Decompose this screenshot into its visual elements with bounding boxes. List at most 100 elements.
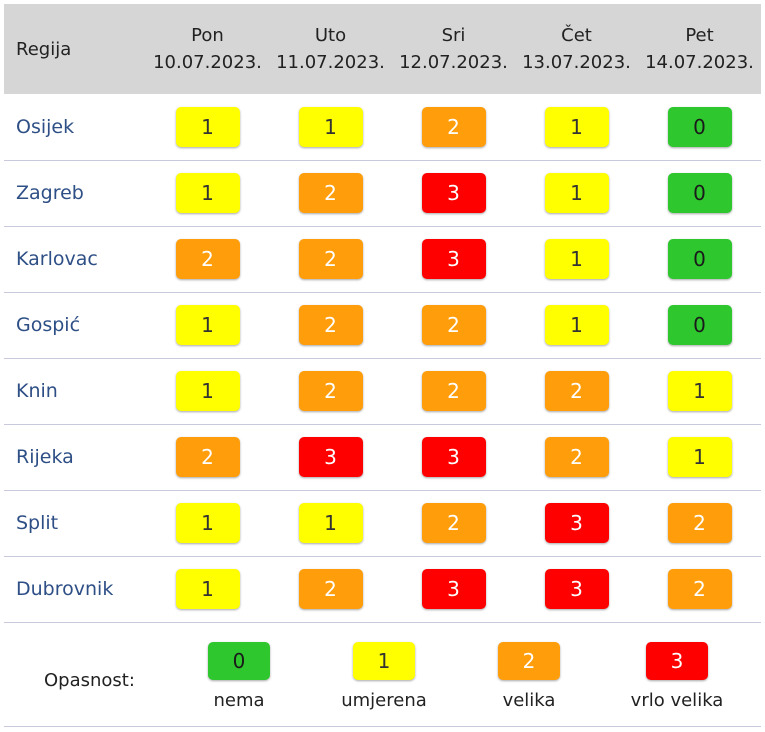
day-column-header: Pet 14.07.2023. (638, 4, 761, 94)
day-name: Sri (441, 25, 466, 46)
region-name: Rijeka (16, 446, 74, 468)
forecast-cell: 1 (269, 94, 392, 160)
forecast-cell: 2 (146, 424, 269, 490)
danger-level-badge: 2 (667, 503, 732, 543)
danger-level-badge: 2 (298, 371, 363, 411)
region-column-header: Regija (16, 38, 72, 60)
danger-level-badge: 1 (298, 106, 363, 147)
region-name: Dubrovnik (16, 578, 114, 600)
table-row: Osijek 1 1 2 1 0 (4, 94, 761, 160)
region-name: Osijek (16, 115, 75, 138)
danger-level-badge: 1 (544, 305, 609, 345)
forecast-cell: 1 (146, 160, 269, 226)
legend-label: velika (502, 690, 556, 711)
forecast-cell: 1 (269, 490, 392, 556)
danger-level-badge: 2 (298, 239, 363, 279)
forecast-cell: 3 (392, 556, 515, 622)
forecast-cell: 2 (392, 94, 515, 160)
day-name: Uto (314, 25, 347, 46)
forecast-cell: 2 (515, 358, 638, 424)
legend-label: vrlo velika (630, 690, 724, 711)
forecast-cell: 1 (515, 160, 638, 226)
forecast-cell: 1 (146, 490, 269, 556)
danger-level-badge: 1 (175, 569, 240, 609)
day-name: Pon (191, 25, 224, 46)
forecast-cell: 2 (269, 358, 392, 424)
danger-level-badge: 0 (667, 239, 732, 279)
legend-item-moderate: 1 umjerena (319, 642, 449, 711)
forecast-cell: 0 (638, 226, 761, 292)
table-row: Gospić 1 2 2 1 0 (4, 292, 761, 358)
forecast-cell: 2 (146, 226, 269, 292)
day-date: 10.07.2023. (153, 52, 262, 73)
table-row: Karlovac 2 2 3 1 0 (4, 226, 761, 292)
forecast-cell: 1 (146, 556, 269, 622)
forecast-cell: 1 (146, 292, 269, 358)
danger-level-badge: 3 (421, 437, 486, 477)
danger-level-badge: 3 (298, 437, 363, 477)
legend-badge: 1 (353, 642, 415, 680)
table-row: Zagreb 1 2 3 1 0 (4, 160, 761, 226)
table-row: Knin 1 2 2 2 1 (4, 358, 761, 424)
region-name: Zagreb (16, 182, 84, 204)
table-header-row: Regija Pon 10.07.2023. Uto 11.07.2023. S… (4, 4, 761, 94)
table-body: Osijek 1 1 2 1 0 Zagreb 1 2 3 1 0 Karlovac 2 2 3 1 0 Gospi… (4, 94, 761, 622)
forecast-cell: 3 (515, 490, 638, 556)
danger-level-badge: 1 (667, 371, 732, 411)
table-row: Split 1 1 2 3 2 (4, 490, 761, 556)
danger-level-badge: 2 (175, 437, 240, 477)
forecast-cell: 2 (638, 490, 761, 556)
danger-level-badge: 1 (175, 106, 240, 147)
forecast-cell: 2 (392, 358, 515, 424)
legend-item-very-high: 3 vrlo velika (612, 642, 742, 711)
forecast-cell: 2 (269, 226, 392, 292)
danger-level-badge: 2 (175, 239, 240, 279)
legend-item-high: 2 velika (464, 642, 594, 711)
legend-label: nema (213, 690, 265, 711)
danger-level-badge: 2 (421, 106, 486, 147)
danger-level-badge: 1 (544, 173, 609, 213)
legend-label: umjerena (341, 690, 427, 711)
day-date: 14.07.2023. (645, 52, 754, 73)
day-column-header: Sri 12.07.2023. (392, 4, 515, 94)
table-row: Dubrovnik 1 2 3 3 2 (4, 556, 761, 622)
forecast-cell: 0 (638, 160, 761, 226)
danger-level-badge: 3 (544, 569, 609, 609)
danger-level-badge: 2 (421, 503, 486, 543)
forecast-cell: 1 (146, 358, 269, 424)
forecast-cell: 2 (269, 292, 392, 358)
danger-level-badge: 3 (544, 503, 609, 543)
forecast-cell: 0 (638, 292, 761, 358)
day-column-header: Čet 13.07.2023. (515, 4, 638, 94)
region-name: Karlovac (16, 248, 98, 270)
forecast-cell: 2 (392, 490, 515, 556)
forecast-cell: 1 (638, 358, 761, 424)
danger-level-badge: 2 (421, 371, 486, 411)
day-column-header: Uto 11.07.2023. (269, 4, 392, 94)
danger-level-badge: 1 (298, 503, 363, 543)
danger-level-badge: 2 (667, 569, 732, 609)
forecast-cell: 3 (269, 424, 392, 490)
legend-badge: 3 (646, 642, 708, 680)
forecast-cell: 2 (269, 160, 392, 226)
day-date: 12.07.2023. (399, 52, 508, 73)
table-row: Rijeka 2 3 3 2 1 (4, 424, 761, 490)
danger-level-badge: 2 (544, 371, 609, 411)
forecast-cell: 1 (515, 226, 638, 292)
danger-level-badge: 2 (421, 305, 486, 345)
forecast-cell: 3 (392, 226, 515, 292)
danger-level-badge: 2 (298, 569, 363, 609)
forecast-cell: 1 (515, 292, 638, 358)
region-name: Split (16, 512, 59, 534)
region-name: Gospić (16, 314, 81, 336)
danger-level-badge: 2 (544, 437, 609, 477)
danger-level-badge: 1 (175, 503, 240, 543)
danger-level-badge: 1 (544, 106, 609, 147)
danger-level-badge: 1 (175, 173, 240, 213)
danger-level-badge: 0 (667, 305, 732, 345)
day-column-header: Pon 10.07.2023. (146, 4, 269, 94)
region-name: Knin (16, 380, 58, 402)
danger-level-badge: 0 (667, 173, 732, 213)
forecast-cell: 2 (269, 556, 392, 622)
danger-level-badge: 3 (421, 173, 486, 213)
